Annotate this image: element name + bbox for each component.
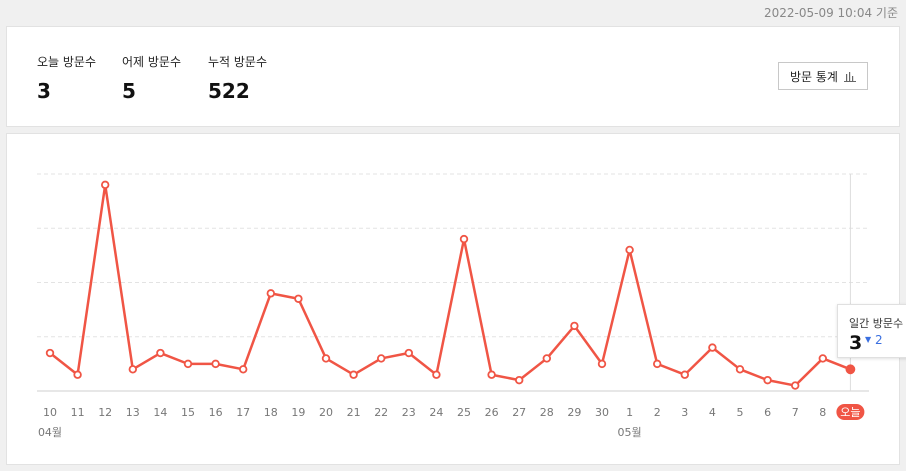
x-tick-label: 6 bbox=[764, 406, 771, 419]
x-tick-label-today: 오늘 bbox=[840, 406, 860, 419]
data-point[interactable] bbox=[542, 354, 551, 363]
data-point[interactable] bbox=[432, 370, 441, 379]
month-label: 04월 bbox=[38, 426, 62, 439]
data-point[interactable] bbox=[45, 348, 55, 358]
data-point[interactable] bbox=[791, 381, 800, 390]
bar-chart-icon bbox=[843, 71, 856, 82]
x-tick-label: 15 bbox=[181, 406, 195, 419]
data-point[interactable] bbox=[183, 359, 193, 369]
data-point[interactable] bbox=[845, 364, 856, 375]
x-tick-label: 12 bbox=[98, 406, 112, 419]
timestamp: 2022-05-09 10:04 기준 bbox=[763, 6, 898, 20]
data-point[interactable] bbox=[653, 359, 662, 369]
x-tick-label: 8 bbox=[819, 406, 826, 419]
data-point[interactable] bbox=[156, 348, 165, 358]
x-tick-label: 4 bbox=[709, 406, 716, 419]
x-tick-label: 27 bbox=[512, 406, 526, 419]
data-point[interactable] bbox=[404, 348, 413, 358]
x-tick-label: 24 bbox=[429, 406, 443, 419]
total-visits-label: 누적 방문수 bbox=[208, 55, 268, 69]
data-point[interactable] bbox=[211, 359, 220, 369]
data-point[interactable] bbox=[73, 370, 82, 379]
data-point[interactable] bbox=[487, 370, 496, 379]
x-tick-label: 7 bbox=[792, 406, 799, 419]
today-visits-label: 오늘 방문수 bbox=[37, 55, 97, 69]
x-tick-label: 25 bbox=[457, 406, 471, 419]
x-tick-label: 29 bbox=[567, 406, 581, 419]
visit-stats-button-label: 방문 통계 bbox=[790, 69, 838, 84]
total-visits-value: 522 bbox=[208, 79, 250, 103]
x-tick-label: 20 bbox=[319, 406, 333, 419]
daily-visits-chart: 10 11 12 13 14 15 16 17 18 19 20 21 22 23 24 25 26 27 28 29… bbox=[37, 173, 869, 439]
x-tick-label: 23 bbox=[402, 406, 416, 419]
data-point[interactable] bbox=[377, 354, 386, 363]
visit-stats-button[interactable]: 방문 통계 bbox=[778, 62, 868, 90]
data-point[interactable] bbox=[128, 365, 137, 374]
x-tick-label: 18 bbox=[264, 406, 278, 419]
visits-series-line bbox=[49, 183, 851, 387]
data-point[interactable] bbox=[321, 354, 331, 363]
data-point[interactable] bbox=[266, 289, 275, 298]
daily-visits-chart-card: 10 11 12 13 14 15 16 17 18 19 20 21 22 23 24 25 26 27 28 29… bbox=[6, 133, 900, 465]
x-tick-label: 28 bbox=[540, 406, 554, 419]
chart-tooltip: 일간 방문수 3 ▼ 2 bbox=[837, 304, 906, 358]
x-tick-label: 1 bbox=[626, 406, 633, 419]
month-label: 05월 bbox=[618, 426, 642, 439]
data-point[interactable] bbox=[100, 180, 110, 190]
today-visits-value: 3 bbox=[37, 79, 51, 103]
yesterday-visits-value: 5 bbox=[122, 79, 136, 103]
x-tick-label: 16 bbox=[209, 406, 223, 419]
x-tick-label: 5 bbox=[737, 406, 744, 419]
x-tick-label: 3 bbox=[681, 406, 688, 419]
tooltip-label: 일간 방문수 bbox=[849, 317, 904, 330]
data-point[interactable] bbox=[515, 375, 524, 385]
data-point[interactable] bbox=[680, 370, 689, 379]
x-tick-label: 13 bbox=[126, 406, 140, 419]
x-tick-label: 26 bbox=[485, 406, 499, 419]
x-tick-label: 11 bbox=[71, 406, 85, 419]
yesterday-visits-label: 어제 방문수 bbox=[122, 55, 182, 69]
today-tick-badge bbox=[836, 404, 865, 420]
data-point[interactable] bbox=[294, 294, 303, 303]
x-tick-label: 2 bbox=[654, 406, 661, 419]
x-tick-label: 30 bbox=[595, 406, 609, 419]
data-point[interactable] bbox=[238, 365, 248, 374]
x-tick-label: 10 bbox=[43, 406, 57, 419]
data-point[interactable] bbox=[349, 370, 358, 379]
tooltip-change: 2 bbox=[875, 333, 883, 347]
data-point[interactable] bbox=[570, 321, 579, 331]
visitor-stats-card: 오늘 방문수 3 어제 방문수 5 누적 방문수 522 방문 통계 bbox=[6, 26, 900, 127]
data-point[interactable] bbox=[459, 234, 469, 244]
tooltip-value: 3 bbox=[849, 332, 863, 354]
x-tick-label: 19 bbox=[291, 406, 305, 419]
x-tick-label: 22 bbox=[374, 406, 388, 419]
data-point[interactable] bbox=[708, 343, 717, 352]
data-point[interactable] bbox=[597, 359, 607, 369]
down-arrow-icon: ▼ bbox=[865, 335, 872, 344]
x-tick-label: 21 bbox=[347, 406, 361, 419]
data-point[interactable] bbox=[625, 245, 634, 255]
x-tick-label: 17 bbox=[236, 406, 250, 419]
data-point[interactable] bbox=[763, 375, 772, 385]
data-point[interactable] bbox=[818, 354, 827, 363]
data-point[interactable] bbox=[735, 365, 745, 374]
x-tick-label: 14 bbox=[153, 406, 167, 419]
